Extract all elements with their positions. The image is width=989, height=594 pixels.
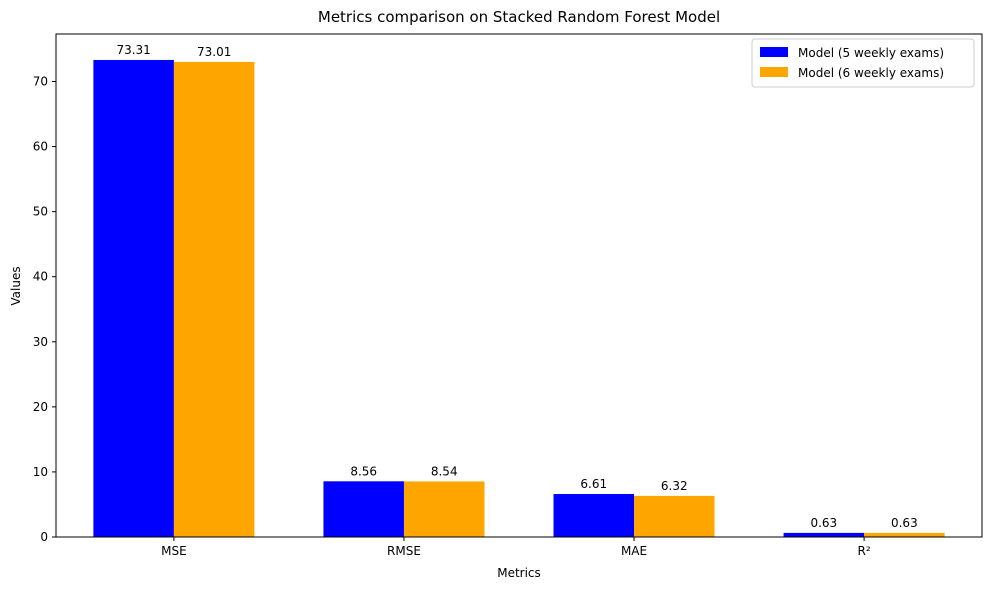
- bar-2-r²: [864, 532, 945, 537]
- x-tick-label: MSE: [161, 544, 187, 558]
- plot-area: 73.31 8.56 6.61 0.63 73.01 8.54 6.32 0.63: [55, 33, 983, 538]
- x-tick-label: RMSE: [387, 544, 421, 558]
- x-axis: MSE RMSE MAE R²: [161, 537, 871, 558]
- legend-swatch: [760, 67, 788, 77]
- bar-1-rmse: [323, 481, 404, 537]
- bar-2-rmse: [403, 481, 485, 537]
- data-label: 6.32: [661, 479, 688, 493]
- x-tick-label: MAE: [621, 544, 647, 558]
- y-tick-label: 0: [40, 530, 48, 544]
- data-label: 73.31: [116, 43, 150, 57]
- data-label: 73.01: [197, 45, 231, 59]
- bar-2-mse: [173, 61, 255, 537]
- data-label: 0.63: [891, 516, 918, 530]
- y-tick-label: 10: [33, 465, 48, 479]
- y-tick-label: 70: [33, 75, 48, 89]
- y-tick-label: 30: [33, 335, 48, 349]
- chart-title: Metrics comparison on Stacked Random For…: [318, 8, 720, 26]
- y-axis-label: Values: [9, 266, 23, 305]
- legend-label: Model (6 weekly exams): [798, 66, 944, 80]
- x-axis-label: Metrics: [497, 566, 541, 580]
- y-tick-label: 60: [33, 140, 48, 154]
- legend-label: Model (5 weekly exams): [798, 46, 944, 60]
- data-label: 8.54: [431, 464, 458, 478]
- data-label: 8.56: [350, 464, 377, 478]
- data-label: 0.63: [810, 516, 837, 530]
- y-tick-label: 40: [33, 270, 48, 284]
- y-tick-label: 20: [33, 400, 48, 414]
- data-label: 6.61: [580, 477, 607, 491]
- bar-1-mae: [553, 493, 635, 537]
- bar-2-mae: [634, 495, 715, 537]
- legend-swatch: [760, 47, 788, 57]
- bar-1-r²: [783, 532, 865, 537]
- y-tick-label: 50: [33, 205, 48, 219]
- bar-1-mse: [93, 59, 174, 538]
- y-axis: 0 10 20 30 40 50 60 70: [33, 75, 56, 544]
- x-tick-label: R²: [858, 544, 871, 558]
- plot-frame: [55, 33, 983, 538]
- legend-box: [751, 38, 975, 88]
- legend: Model (5 weekly exams) Model (6 weekly ex…: [751, 38, 975, 88]
